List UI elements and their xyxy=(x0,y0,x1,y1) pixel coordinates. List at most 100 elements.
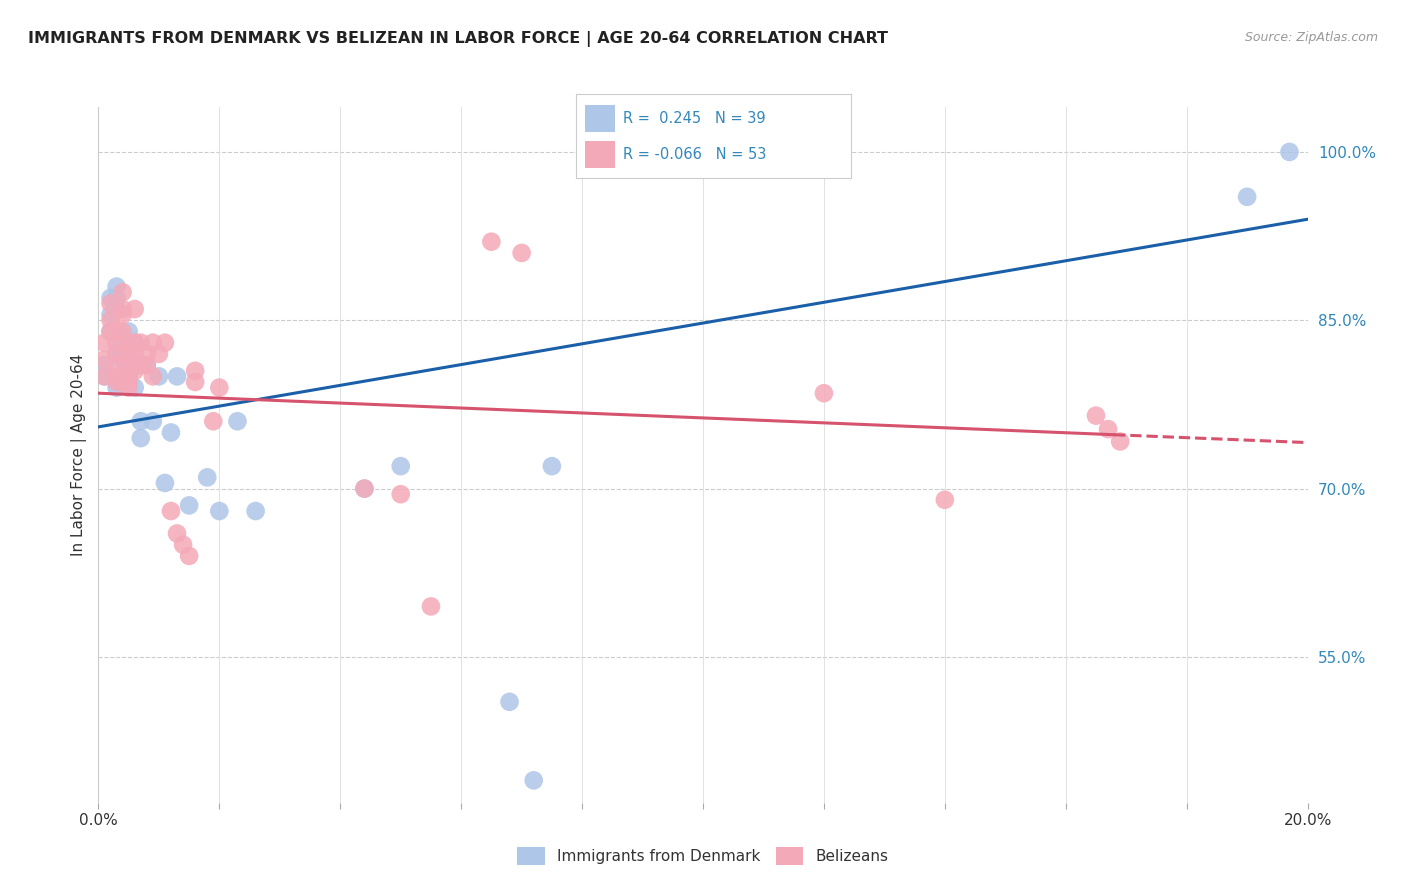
FancyBboxPatch shape xyxy=(585,104,614,132)
Point xyxy=(179,499,201,513)
Point xyxy=(118,335,141,350)
Point xyxy=(142,414,165,428)
Point xyxy=(135,358,157,372)
Point xyxy=(1097,422,1119,436)
Point xyxy=(481,235,503,249)
Point xyxy=(148,369,170,384)
Point xyxy=(118,381,141,395)
Point xyxy=(111,285,134,300)
Point xyxy=(142,369,165,384)
Point xyxy=(129,414,152,428)
Point xyxy=(105,335,128,350)
Point xyxy=(420,599,443,614)
Point xyxy=(1236,190,1258,204)
Point xyxy=(153,475,176,490)
Point xyxy=(934,492,956,507)
Point xyxy=(135,347,157,361)
Point xyxy=(118,347,141,361)
Point xyxy=(813,386,835,401)
Point xyxy=(160,504,183,518)
Point xyxy=(105,375,128,389)
Point xyxy=(1085,409,1108,423)
Point xyxy=(142,335,165,350)
Point xyxy=(118,358,141,372)
Point xyxy=(105,358,128,372)
Legend: Immigrants from Denmark, Belizeans: Immigrants from Denmark, Belizeans xyxy=(517,847,889,864)
Point xyxy=(93,369,115,384)
Point xyxy=(118,325,141,339)
Point xyxy=(510,246,533,260)
Point xyxy=(208,504,231,518)
Point xyxy=(124,381,146,395)
Text: Source: ZipAtlas.com: Source: ZipAtlas.com xyxy=(1244,31,1378,45)
Point xyxy=(100,325,122,339)
Text: IMMIGRANTS FROM DENMARK VS BELIZEAN IN LABOR FORCE | AGE 20-64 CORRELATION CHART: IMMIGRANTS FROM DENMARK VS BELIZEAN IN L… xyxy=(28,31,889,47)
Point xyxy=(93,358,115,372)
Point xyxy=(111,308,134,322)
Point xyxy=(184,364,207,378)
Point xyxy=(1109,434,1132,449)
Point xyxy=(523,773,546,788)
Point xyxy=(540,459,562,474)
Point xyxy=(179,549,201,563)
Point xyxy=(202,414,225,428)
Text: R = -0.066   N = 53: R = -0.066 N = 53 xyxy=(623,147,766,162)
Point xyxy=(226,414,249,428)
Y-axis label: In Labor Force | Age 20-64: In Labor Force | Age 20-64 xyxy=(72,354,87,556)
Point xyxy=(100,291,122,305)
Point xyxy=(184,375,207,389)
Point xyxy=(118,347,141,361)
Text: R =  0.245   N = 39: R = 0.245 N = 39 xyxy=(623,111,766,126)
Point xyxy=(100,296,122,310)
Point xyxy=(100,325,122,339)
Point xyxy=(111,335,134,350)
Point xyxy=(118,369,141,384)
Point xyxy=(124,347,146,361)
Point xyxy=(111,352,134,367)
Point xyxy=(124,335,146,350)
Point xyxy=(498,695,520,709)
Point xyxy=(208,381,231,395)
Point xyxy=(100,308,122,322)
FancyBboxPatch shape xyxy=(585,141,614,169)
Point xyxy=(105,369,128,384)
Point xyxy=(93,369,115,384)
Point xyxy=(166,526,188,541)
Point xyxy=(105,279,128,293)
Point xyxy=(172,538,194,552)
Point xyxy=(389,487,412,501)
Point xyxy=(118,375,141,389)
Point xyxy=(129,358,152,372)
Point xyxy=(1278,145,1301,159)
Point xyxy=(111,369,134,384)
Point xyxy=(105,325,128,339)
Point xyxy=(93,352,115,367)
Point xyxy=(105,301,128,316)
Point xyxy=(353,482,375,496)
Point xyxy=(105,291,128,305)
Point xyxy=(118,369,141,384)
Point xyxy=(111,325,134,339)
Point xyxy=(166,369,188,384)
Point xyxy=(124,364,146,378)
Point xyxy=(135,358,157,372)
Point xyxy=(389,459,412,474)
Point xyxy=(129,431,152,445)
Point xyxy=(353,482,375,496)
Point xyxy=(124,358,146,372)
Point xyxy=(160,425,183,440)
Point xyxy=(105,381,128,395)
Point xyxy=(111,375,134,389)
Point xyxy=(153,335,176,350)
Point xyxy=(124,301,146,316)
Point xyxy=(148,347,170,361)
Point xyxy=(111,301,134,316)
Point xyxy=(105,347,128,361)
Point xyxy=(100,313,122,327)
Point xyxy=(245,504,267,518)
Point xyxy=(195,470,218,484)
Point xyxy=(105,347,128,361)
Point xyxy=(124,335,146,350)
Point xyxy=(129,335,152,350)
Point xyxy=(93,335,115,350)
